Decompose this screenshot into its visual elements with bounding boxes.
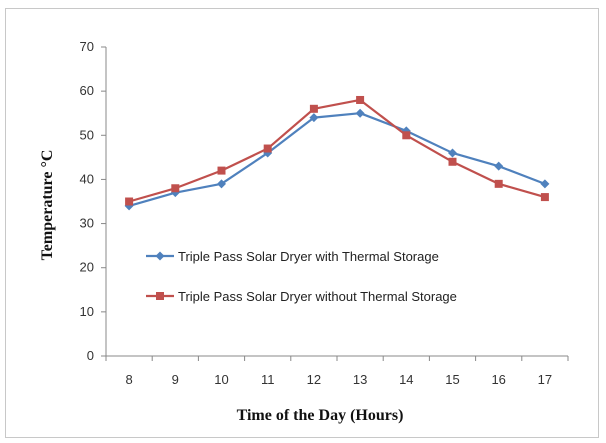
y-tick-label: 70	[80, 39, 94, 54]
series-1	[124, 108, 550, 211]
data-point	[448, 157, 457, 166]
y-tick-label: 10	[80, 304, 94, 319]
y-axis: 0 10 20 30 40 50 60 70	[80, 39, 107, 363]
x-tick-label: 15	[445, 372, 459, 387]
y-tick-label: 30	[80, 216, 94, 231]
x-tick-label: 17	[538, 372, 552, 387]
y-tick-label: 50	[80, 127, 94, 142]
y-axis-title: Temperature °C	[39, 150, 56, 261]
series-2	[125, 95, 549, 206]
legend-label: Triple Pass Solar Dryer without Thermal …	[178, 289, 457, 304]
legend-item-1: Triple Pass Solar Dryer with Thermal Sto…	[146, 249, 439, 264]
data-point	[217, 166, 226, 175]
x-tick-label: 12	[307, 372, 321, 387]
x-tick-label: 10	[214, 372, 228, 387]
x-tick-label: 9	[172, 372, 179, 387]
data-point	[309, 104, 318, 113]
legend: Triple Pass Solar Dryer with Thermal Sto…	[146, 249, 457, 304]
data-point	[448, 148, 457, 158]
data-point	[540, 179, 550, 189]
y-tick-label: 0	[87, 348, 94, 363]
data-point	[309, 113, 319, 123]
data-point	[494, 179, 503, 188]
data-point	[540, 193, 549, 202]
legend-item-2: Triple Pass Solar Dryer without Thermal …	[146, 289, 457, 304]
data-point	[356, 95, 365, 104]
data-point	[171, 184, 180, 193]
data-point	[355, 108, 365, 118]
data-point	[125, 197, 134, 206]
series-line	[128, 98, 546, 203]
x-tick-label: 14	[399, 372, 413, 387]
data-point	[217, 179, 226, 189]
y-tick-label: 60	[80, 83, 94, 98]
x-axis-title: Time of the Day (Hours)	[237, 407, 404, 424]
y-tick-label: 20	[80, 260, 94, 275]
chart-frame	[5, 8, 599, 438]
legend-swatch-marker	[155, 251, 165, 261]
x-tick-label: 13	[353, 372, 367, 387]
series-line	[128, 112, 546, 207]
x-axis: 8 9 10 11 12 13 14 15 16 17	[105, 355, 569, 387]
x-tick-label: 11	[261, 372, 275, 387]
x-tick-label: 8	[125, 372, 132, 387]
data-point	[263, 144, 272, 153]
legend-label: Triple Pass Solar Dryer with Thermal Sto…	[178, 249, 439, 264]
data-point	[402, 131, 411, 140]
data-point	[494, 161, 504, 171]
y-tick-label: 40	[80, 171, 94, 186]
series-layer	[124, 95, 550, 211]
x-tick-label: 16	[491, 372, 505, 387]
legend-swatch-marker	[156, 292, 164, 300]
